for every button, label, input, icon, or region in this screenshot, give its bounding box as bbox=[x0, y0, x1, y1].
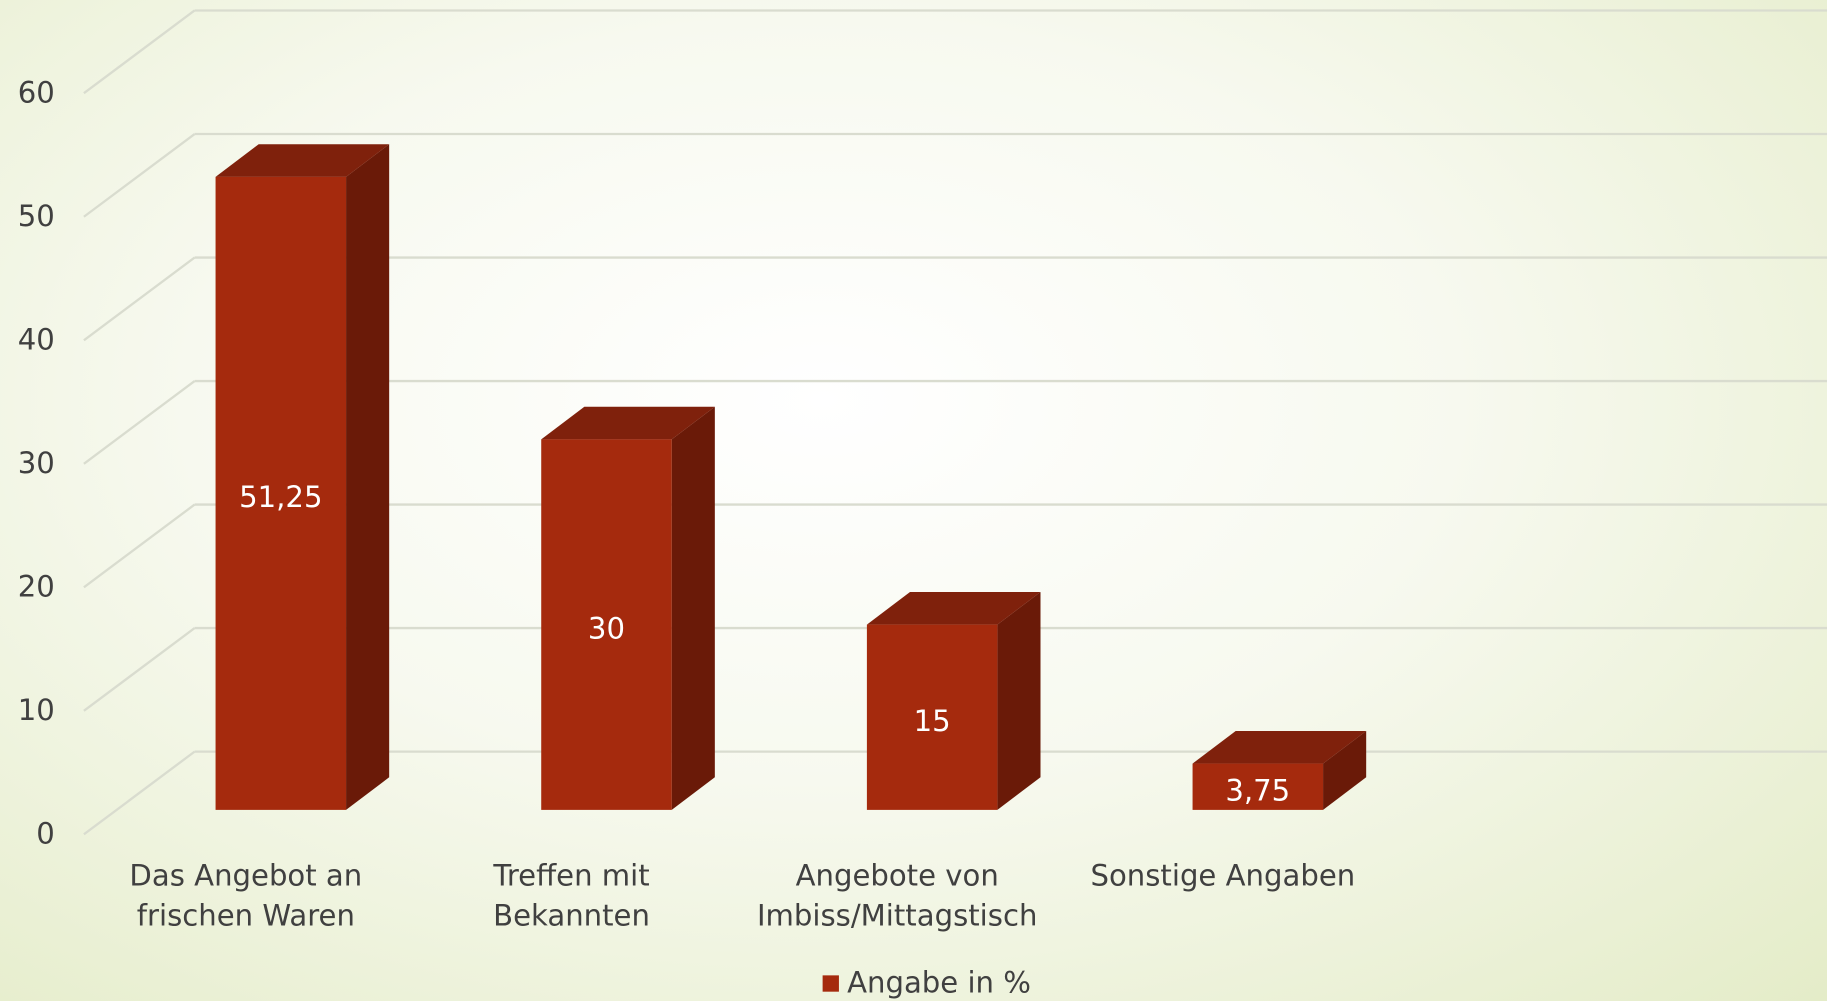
grid-line-depth bbox=[83, 133, 196, 218]
bar-top bbox=[541, 406, 715, 440]
x-tick-label: Das Angebot an frischen Waren bbox=[129, 858, 363, 933]
y-tick-label: 10 bbox=[18, 693, 55, 727]
legend-label: Angabe in % bbox=[847, 966, 1031, 1000]
data-label: 3,75 bbox=[1225, 774, 1290, 808]
bar-top bbox=[1192, 730, 1367, 764]
grid-line-depth bbox=[83, 380, 196, 465]
data-label: 51,25 bbox=[239, 480, 322, 514]
bar bbox=[215, 176, 347, 810]
bar-side bbox=[1323, 730, 1367, 810]
legend-swatch bbox=[822, 975, 839, 992]
bar bbox=[541, 439, 672, 810]
y-tick-label: 0 bbox=[36, 817, 55, 851]
grid-line-depth bbox=[83, 256, 196, 342]
grid-line-depth bbox=[83, 9, 196, 95]
bar bbox=[866, 624, 998, 810]
data-label: 15 bbox=[914, 704, 951, 738]
grid-line-depth bbox=[83, 750, 196, 836]
bar-side bbox=[671, 406, 715, 810]
grid-line-depth bbox=[83, 503, 196, 589]
bar-side bbox=[997, 591, 1041, 810]
x-tick-label: Angebote von Imbiss/Mittagstisch bbox=[756, 858, 1038, 933]
bar-top bbox=[866, 591, 1041, 625]
data-label: 30 bbox=[588, 611, 625, 645]
bar-top bbox=[215, 144, 390, 177]
bar bbox=[1192, 763, 1324, 810]
bar-side bbox=[346, 144, 390, 810]
y-tick-label: 20 bbox=[18, 569, 55, 603]
grid-line-depth bbox=[83, 627, 196, 712]
x-tick-label: Treffen mit Bekannten bbox=[493, 858, 650, 933]
x-tick-label: Sonstige Angaben bbox=[1090, 858, 1356, 893]
y-tick-label: 40 bbox=[18, 322, 55, 356]
y-tick-label: 50 bbox=[18, 199, 55, 233]
y-tick-label: 30 bbox=[18, 446, 55, 480]
y-tick-label: 60 bbox=[18, 75, 55, 109]
